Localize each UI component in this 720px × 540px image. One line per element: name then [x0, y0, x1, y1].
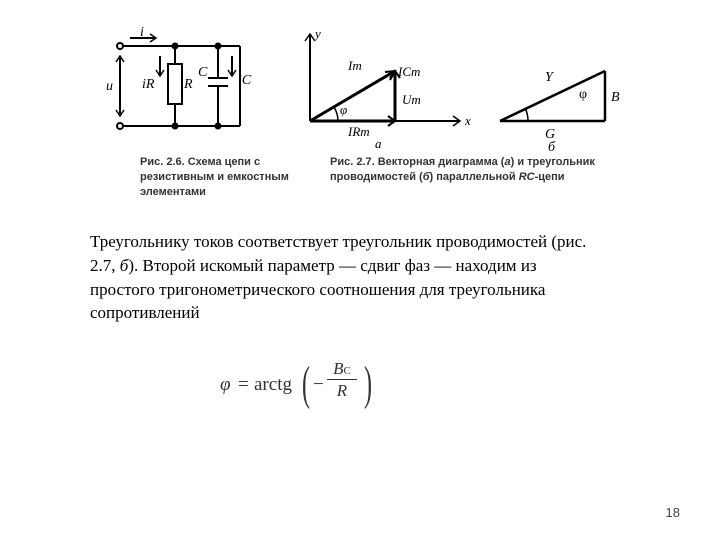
formula-num-main: B	[333, 359, 343, 378]
formula-fraction: BC R	[327, 360, 357, 401]
label-phi-a: φ	[340, 102, 347, 117]
label-Y: Y	[545, 70, 555, 85]
formula-minus: −	[313, 374, 324, 396]
vector-diagram-svg: y x Im ICm Um IRm φ a	[260, 26, 480, 151]
formula-lpar: (	[302, 356, 310, 411]
page: i u iR R C iC	[0, 0, 720, 540]
para-part-2: ). Второй искомый параметр — сдвиг фаз —…	[90, 256, 545, 323]
label-R: R	[183, 77, 193, 92]
figures-row: i u iR R C iC	[100, 26, 640, 156]
label-Im: Im	[347, 58, 362, 73]
caption-2-7-suf1: ) параллельной	[430, 171, 519, 183]
figure-2-7a: y x Im ICm Um IRm φ a	[260, 26, 480, 156]
label-IRm: IRm	[347, 124, 370, 139]
caption-2-7-rc: RC	[519, 171, 535, 183]
caption-2-7-prefix: Рис. 2.7. Векторная диаграмма (	[330, 156, 504, 168]
formula-eq: =	[238, 374, 249, 396]
circuit-diagram-svg: i u iR R C iC	[100, 26, 260, 146]
label-iC: iC	[238, 73, 252, 88]
formula-arctg: arctg	[254, 374, 292, 396]
caption-2-6: Рис. 2.6. Схема цепи с резистивным и емк…	[140, 155, 310, 200]
label-iR: iR	[142, 77, 155, 92]
captions-row: Рис. 2.6. Схема цепи с резистивным и емк…	[140, 155, 640, 200]
label-Um: Um	[402, 92, 421, 107]
formula: φ = arctg ( − BC R )	[220, 358, 520, 418]
label-ICm: ICm	[397, 64, 420, 79]
label-B: B	[611, 90, 620, 105]
formula-num: BC	[327, 360, 357, 379]
axis-y: y	[313, 26, 321, 41]
caption-2-7-suf2: -цепи	[535, 171, 565, 183]
formula-num-sub: C	[344, 365, 351, 377]
body-paragraph: Треугольнику токов соответствует треугол…	[90, 230, 590, 325]
triangle-svg: Y B G φ б	[480, 26, 640, 151]
formula-phi: φ	[220, 374, 231, 396]
sublabel-b: б	[548, 140, 556, 151]
sublabel-a: a	[375, 136, 382, 151]
label-i: i	[140, 26, 144, 40]
caption-2-7: Рис. 2.7. Векторная диаграмма (а) и треу…	[330, 155, 610, 200]
page-number: 18	[666, 505, 680, 520]
label-u: u	[106, 79, 113, 94]
formula-den: R	[327, 379, 357, 401]
caption-2-7-b: б	[423, 171, 430, 183]
label-phi-b: φ	[579, 87, 587, 102]
axis-x: x	[464, 113, 471, 128]
figure-2-7b: Y B G φ б	[480, 26, 640, 156]
label-C: C	[198, 65, 208, 80]
formula-rpar: )	[364, 356, 372, 411]
figure-2-6: i u iR R C iC	[100, 26, 260, 151]
